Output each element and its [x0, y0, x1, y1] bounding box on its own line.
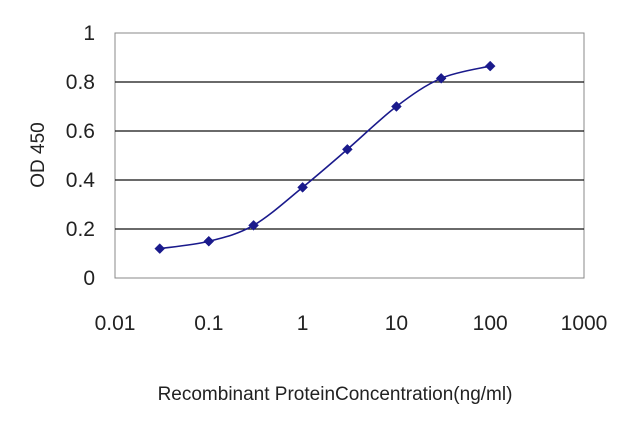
- y-axis-title: OD 450: [28, 122, 49, 187]
- gridlines: [115, 81, 584, 230]
- x-tick-label: 1000: [561, 312, 608, 335]
- x-axis-title: Recombinant ProteinConcentration(ng/ml): [158, 384, 513, 405]
- y-tick-label: 0.2: [66, 218, 95, 241]
- y-tick-label: 0: [83, 267, 95, 290]
- y-tick-label: 0.8: [66, 71, 95, 94]
- x-axis-ticks: 0.01 0.1 1 10 100 1000: [95, 312, 608, 335]
- series-line: [159, 65, 491, 250]
- data-point: [154, 243, 166, 254]
- y-axis-ticks: 0 0.2 0.4 0.6 0.8 1: [66, 22, 96, 290]
- y-tick-label: 0.6: [66, 120, 95, 143]
- x-tick-label: 10: [385, 312, 408, 335]
- x-tick-label: 0.1: [194, 312, 223, 335]
- data-point: [435, 72, 447, 84]
- data-point: [484, 60, 496, 72]
- y-tick-label: 1: [83, 22, 95, 45]
- data-point: [297, 181, 308, 193]
- plot-area: [114, 32, 585, 279]
- data-point: [248, 219, 259, 231]
- x-tick-label: 100: [473, 312, 508, 335]
- data-point: [342, 144, 353, 155]
- x-tick-label: 0.01: [95, 312, 136, 335]
- series-layer: [154, 60, 496, 254]
- x-tick-label: 1: [297, 312, 309, 335]
- data-point: [391, 101, 402, 112]
- data-point: [203, 235, 215, 247]
- y-tick-label: 0.4: [66, 169, 96, 192]
